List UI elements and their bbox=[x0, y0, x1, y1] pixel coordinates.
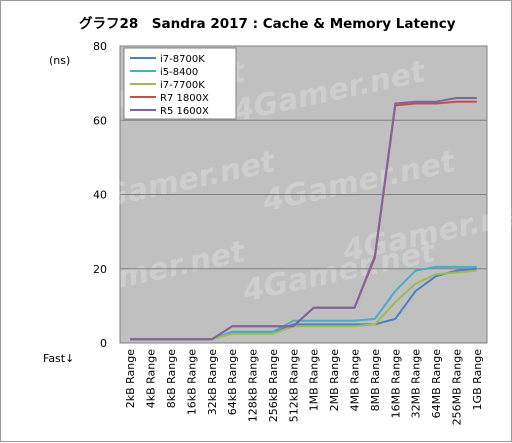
x-tick-label: 1GB Range bbox=[471, 349, 484, 411]
x-axis-label: Fast↓ bbox=[43, 352, 74, 365]
x-tick-label: 4kB Range bbox=[145, 349, 158, 409]
x-tick-label: 1MB Range bbox=[308, 349, 321, 412]
chart-title: グラフ28 Sandra 2017 : Cache & Memory Laten… bbox=[79, 15, 456, 32]
y-tick-label: 40 bbox=[93, 189, 107, 202]
x-tick-label: 64kB Range bbox=[226, 349, 239, 416]
x-tick-label: 128kB Range bbox=[247, 349, 260, 423]
x-tick-label: 4MB Range bbox=[348, 349, 361, 412]
y-tick-label: 60 bbox=[93, 114, 107, 127]
series-line-r5-1600x bbox=[130, 97, 477, 341]
y-axis-label: (ns) bbox=[49, 54, 70, 67]
y-tick-label: 20 bbox=[93, 263, 107, 276]
x-tick-label: 8kB Range bbox=[165, 349, 178, 409]
x-tick-label: 32MB Range bbox=[410, 349, 423, 419]
x-tick-label: 256MB Range bbox=[450, 349, 463, 426]
x-tick-label: 16MB Range bbox=[389, 349, 402, 419]
x-tick-label: 512kB Range bbox=[287, 349, 300, 423]
legend-entry: R7 1800X bbox=[160, 93, 209, 104]
x-tick-label: 32kB Range bbox=[206, 349, 219, 416]
x-tick-label: 16kB Range bbox=[185, 349, 198, 416]
legend-entry: i7-8700K bbox=[160, 54, 205, 65]
y-tick-label: 80 bbox=[93, 40, 107, 53]
legend-entry: i7-7700K bbox=[160, 80, 205, 91]
y-tick-label: 0 bbox=[100, 337, 107, 350]
legend-entry: i5-8400 bbox=[160, 67, 198, 78]
x-tick-label: 64MB Range bbox=[430, 349, 443, 419]
x-tick-label: 2MB Range bbox=[328, 349, 341, 412]
x-tick-label: 8MB Range bbox=[369, 349, 382, 412]
legend-entry: R5 1600X bbox=[160, 106, 209, 117]
x-tick-label: 2kB Range bbox=[124, 349, 137, 409]
x-tick-label: 256kB Range bbox=[267, 349, 280, 423]
